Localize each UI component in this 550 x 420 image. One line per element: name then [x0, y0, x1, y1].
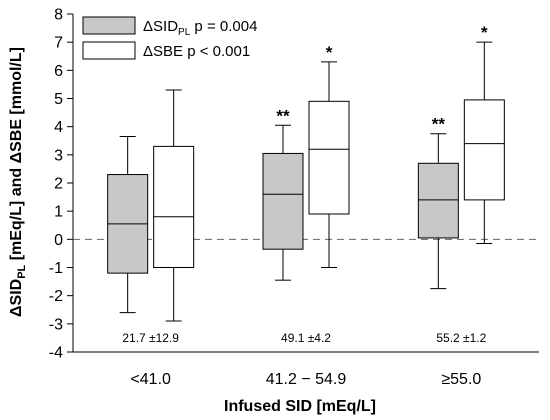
y-tick-label: -3: [49, 316, 63, 333]
iqr-box: [463, 99, 505, 201]
box-sidpl-2: **: [417, 115, 459, 290]
legend-label-suffix: p = 0.004: [190, 18, 257, 35]
box-series-group: ** ****: [107, 23, 505, 322]
y-tick-label: 2: [54, 176, 63, 193]
y-tick-label: 6: [54, 63, 63, 80]
y-tick-label: 3: [54, 147, 63, 164]
iqr-box: [417, 162, 459, 239]
y-tick-label: 4: [54, 119, 63, 136]
legend-label-prefix: ΔSID: [143, 18, 178, 35]
legend-label-subscript: PL: [178, 27, 191, 38]
y-axis-title: ΔSIDPL [mEq/L] and ΔSBE [mmol/L]: [8, 47, 28, 317]
legend: ΔSIDPL p = 0.004 ΔSBE p < 0.001: [82, 16, 257, 60]
box-sidpl-1: **: [262, 106, 304, 281]
box-sbe-1: *: [308, 43, 350, 268]
group-annotations: 21.7 ±12.9 49.1 ±4.2 55.2 ±1.2: [122, 331, 486, 345]
legend-label-prefix: ΔSBE: [143, 43, 183, 60]
box-sbe-2: *: [463, 23, 505, 245]
y-tick-label: -1: [49, 260, 63, 277]
x-category-label: 41.2 − 54.9: [266, 371, 347, 388]
group-annotation: 55.2 ±1.2: [436, 331, 486, 345]
group-annotation: 21.7 ±12.9: [122, 331, 179, 345]
x-category-label: <41.0: [130, 371, 171, 388]
y-axis-title-suffix: [mEq/L] and ΔSBE [mmol/L]: [8, 47, 25, 265]
box-sbe-0: [153, 89, 195, 322]
iqr-box: [153, 145, 195, 268]
legend-label-suffix: p < 0.001: [183, 43, 250, 60]
significance-marker: *: [326, 43, 333, 62]
legend-label: ΔSBE p < 0.001: [143, 43, 250, 60]
y-tick-label: 7: [54, 35, 63, 52]
group-annotation: 49.1 ±4.2: [281, 331, 331, 345]
y-tick-label: 8: [54, 7, 63, 24]
legend-swatch: [82, 41, 136, 60]
significance-marker: **: [276, 106, 290, 125]
iqr-box: [308, 100, 350, 215]
y-axis-title-subscript: PL: [16, 264, 28, 278]
iqr-box: [262, 152, 304, 250]
y-axis-title-prefix: ΔSID: [8, 279, 25, 317]
y-tick-label: 0: [54, 232, 63, 249]
x-axis-title: Infused SID [mEq/L]: [224, 398, 376, 415]
legend-swatch: [82, 16, 136, 35]
y-tick-label: -4: [49, 345, 63, 362]
significance-marker: *: [481, 23, 488, 42]
box-sidpl-0: [107, 136, 149, 314]
x-axis: <41.0 41.2 − 54.9 ≥55.0: [73, 351, 539, 388]
significance-marker: **: [432, 115, 446, 134]
y-tick-label: 1: [54, 204, 63, 221]
x-category-label: ≥55.0: [441, 371, 481, 388]
y-tick-label: 5: [54, 91, 63, 108]
legend-label: ΔSIDPL p = 0.004: [143, 18, 257, 38]
y-tick-label: -2: [49, 288, 63, 305]
y-axis: -4 -3 -2 -1 0 1 2 3 4 5 6 7 8: [49, 7, 74, 362]
